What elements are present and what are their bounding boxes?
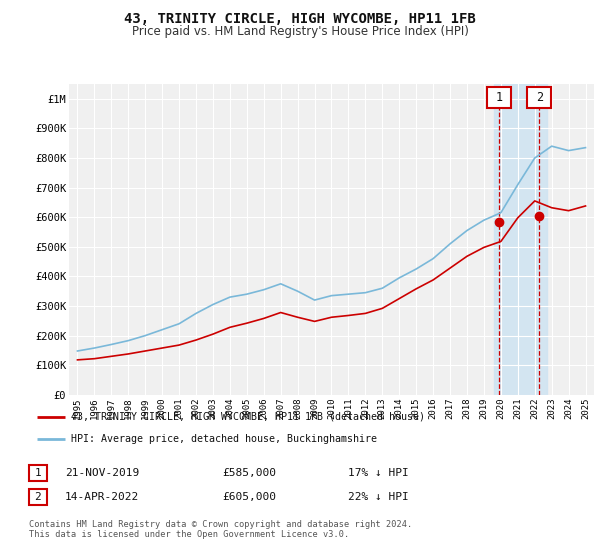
Text: £585,000: £585,000: [222, 468, 276, 478]
Text: 14-APR-2022: 14-APR-2022: [65, 492, 139, 502]
Text: 17% ↓ HPI: 17% ↓ HPI: [348, 468, 409, 478]
Text: 2: 2: [536, 91, 543, 104]
Text: 21-NOV-2019: 21-NOV-2019: [65, 468, 139, 478]
Text: 43, TRINITY CIRCLE, HIGH WYCOMBE, HP11 1FB: 43, TRINITY CIRCLE, HIGH WYCOMBE, HP11 1…: [124, 12, 476, 26]
Text: 1: 1: [34, 468, 41, 478]
Text: HPI: Average price, detached house, Buckinghamshire: HPI: Average price, detached house, Buck…: [71, 434, 377, 444]
Text: Price paid vs. HM Land Registry's House Price Index (HPI): Price paid vs. HM Land Registry's House …: [131, 25, 469, 38]
Bar: [494, 84, 547, 395]
Text: 2: 2: [34, 492, 41, 502]
Text: 43, TRINITY CIRCLE, HIGH WYCOMBE, HP11 1FB (detached house): 43, TRINITY CIRCLE, HIGH WYCOMBE, HP11 1…: [71, 412, 425, 422]
Text: £605,000: £605,000: [222, 492, 276, 502]
Text: 22% ↓ HPI: 22% ↓ HPI: [348, 492, 409, 502]
Text: 1: 1: [495, 91, 502, 104]
Text: Contains HM Land Registry data © Crown copyright and database right 2024.
This d: Contains HM Land Registry data © Crown c…: [29, 520, 412, 539]
